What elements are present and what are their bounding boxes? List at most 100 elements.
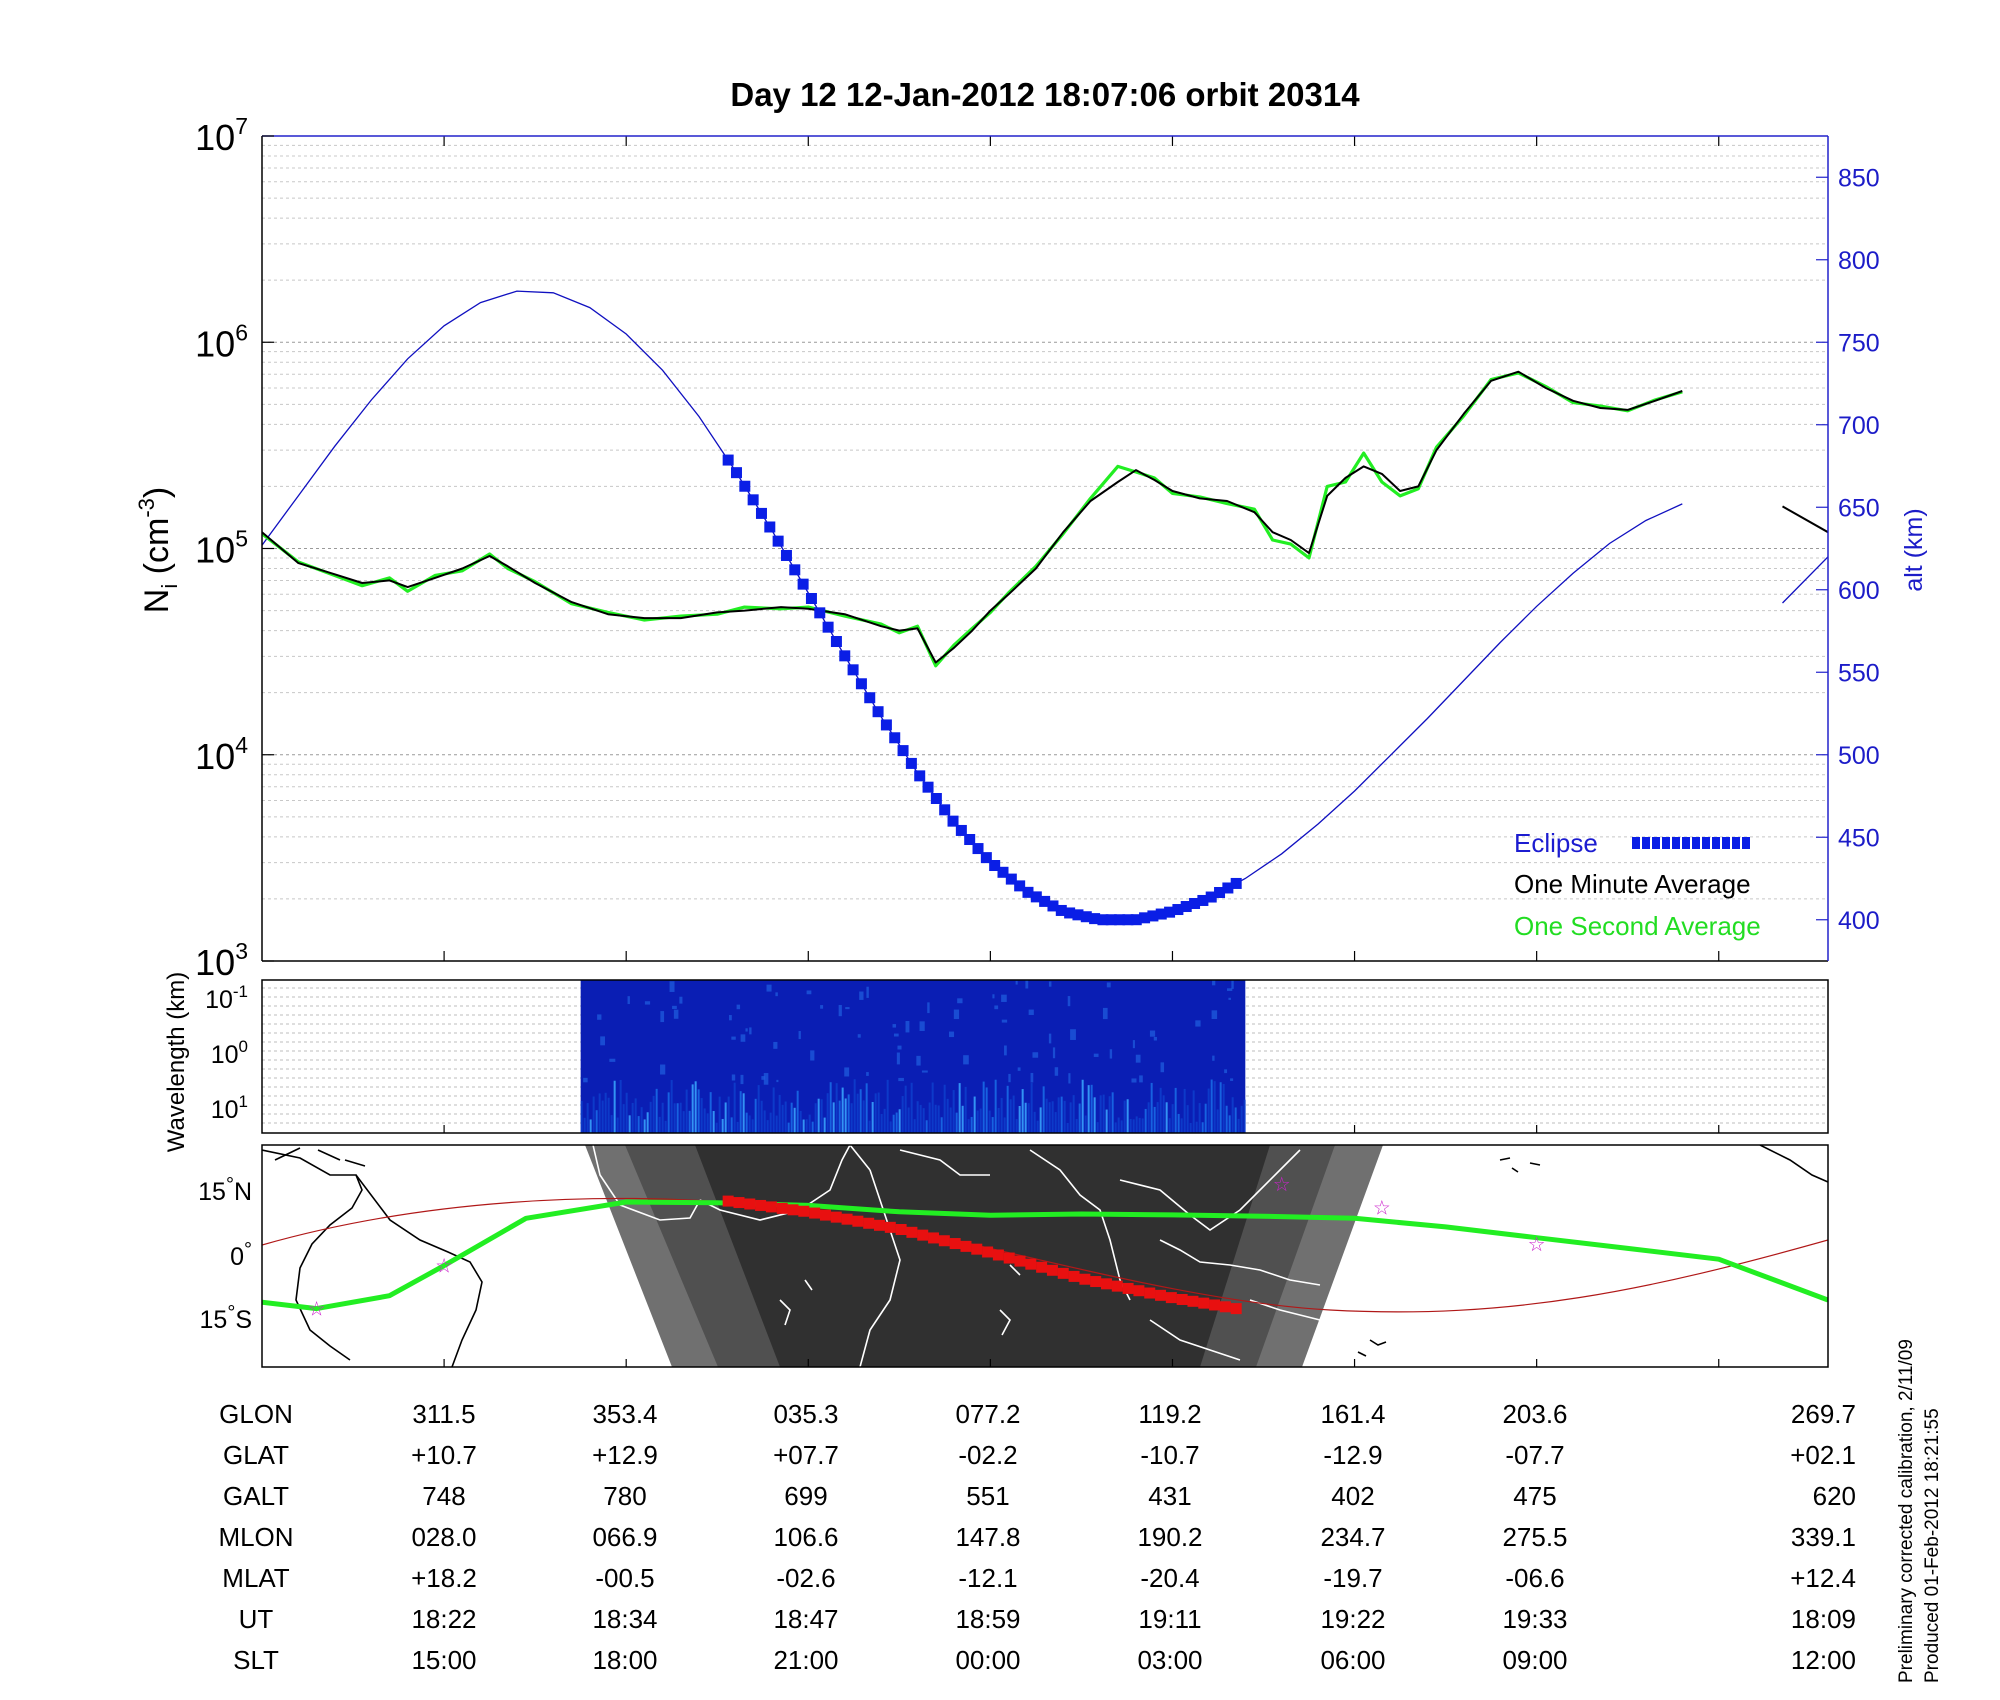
map-frame [261, 1144, 1829, 1368]
spectrogram-speck [1132, 1040, 1135, 1049]
spectrogram-speck [1106, 982, 1111, 988]
spectrogram-speck [660, 1011, 665, 1023]
spectrogram-speck [1004, 1045, 1007, 1056]
spectrogram-streak [664, 1120, 667, 1133]
eclipse-marker [1039, 895, 1051, 907]
spectrogram-streak [1012, 1095, 1015, 1133]
eclipse-marker [939, 804, 951, 816]
coastline [274, 1147, 366, 1167]
eclipse-track-marker [938, 1235, 950, 1247]
spectrogram-y-tick-label: 101 [211, 1092, 248, 1124]
spectrogram-streak [1147, 1102, 1150, 1133]
spectrogram-streak [1222, 1083, 1225, 1133]
coastline-night [859, 1169, 901, 1367]
spectrogram-streak [985, 1087, 988, 1133]
spectrogram-speck [1131, 1078, 1137, 1083]
spectrogram-streak [712, 1110, 715, 1133]
spectrogram-streak [1039, 1107, 1042, 1133]
table-cell: -00.5 [595, 1563, 654, 1593]
eclipse-track-marker [809, 1207, 821, 1219]
eclipse-marker [1147, 910, 1159, 922]
spectrogram-speck [1160, 1062, 1165, 1073]
eclipse-track-marker [1100, 1278, 1112, 1290]
star-marker: ☆ [1273, 1174, 1291, 1196]
eclipse-marker [980, 852, 992, 864]
table-cell: 275.5 [1502, 1522, 1567, 1552]
spectrogram-speck [673, 1009, 679, 1019]
spectrogram-y-tick-label: 10-1 [205, 982, 248, 1014]
spectrogram-streak [1237, 1118, 1240, 1133]
spectrogram-streak [670, 1080, 673, 1133]
spectrogram-speck [1228, 997, 1231, 1000]
spectrogram-streak [697, 1089, 700, 1133]
spectrogram-streak [1069, 1102, 1072, 1133]
table-cell: -10.7 [1140, 1440, 1199, 1470]
y-tick-exp: 7 [235, 113, 248, 139]
spectrogram-tick-base: 10 [211, 1096, 239, 1124]
eclipse-marker [1097, 914, 1109, 926]
eclipse-layer [722, 454, 1242, 926]
ylabel-unit-pre: (cm [138, 518, 176, 575]
y-tick-label: 107 [195, 113, 248, 158]
spectrogram-streak [1045, 1098, 1048, 1133]
eclipse-track-marker [798, 1205, 810, 1217]
table-cell: +10.7 [411, 1440, 477, 1470]
map-tick-degree: ° [227, 1302, 235, 1324]
spectrogram-streak [715, 1122, 718, 1133]
star-marker: ☆ [435, 1256, 453, 1278]
spectrogram-y-tick-label: 100 [211, 1037, 248, 1069]
table-cell: +12.9 [592, 1440, 658, 1470]
spectrogram-streak [1219, 1082, 1222, 1133]
spectrogram-speck [953, 1009, 960, 1020]
eclipse-marker [1205, 891, 1217, 903]
eclipse-marker [814, 607, 826, 619]
table-row-label: GLON [219, 1399, 293, 1429]
y2-tick-label: 850 [1838, 164, 1880, 192]
legend-eclipse-marker [1672, 837, 1680, 849]
eclipse-marker [1072, 909, 1084, 921]
spectrogram-streak [814, 1103, 817, 1133]
spectrogram-speck [810, 1050, 815, 1061]
spectrogram-streak [730, 1117, 733, 1133]
spectrogram-streak [964, 1086, 967, 1133]
spectrogram-streak [937, 1105, 940, 1133]
eclipse-track-marker [906, 1226, 918, 1238]
table-row-label: GALT [223, 1481, 289, 1511]
table-cell: 06:00 [1320, 1645, 1385, 1675]
eclipse-marker [739, 480, 751, 492]
spectrogram-tick-exp: 1 [239, 1092, 248, 1111]
spectrogram-streak [961, 1105, 964, 1133]
spectrogram-streak [979, 1108, 982, 1133]
eclipse-marker [789, 564, 801, 576]
spectrogram-streak [1207, 1088, 1210, 1133]
table-cell: -12.1 [958, 1563, 1017, 1593]
spectrogram-streak [682, 1111, 685, 1133]
ground-track [262, 1199, 1828, 1312]
spectrogram-streak [616, 1117, 619, 1133]
spectrogram-streak [586, 1103, 589, 1133]
spectrogram-speck [1224, 1069, 1228, 1074]
eclipse-marker [964, 834, 976, 846]
density-y-axis-label: Ni (cm-3) [134, 487, 182, 613]
table-row-label: MLAT [222, 1563, 290, 1593]
eclipse-marker [1214, 887, 1226, 899]
eclipse-track-marker [1165, 1292, 1177, 1304]
table-cell: 431 [1148, 1481, 1191, 1511]
spectrogram-speck [1226, 988, 1233, 991]
spectrogram-streak [796, 1090, 799, 1133]
spectrogram-speck [749, 1027, 752, 1035]
spectrogram-speck [957, 998, 963, 1004]
eclipse-marker [822, 621, 834, 633]
spectrogram-speck [1109, 1049, 1113, 1059]
spectrogram-streak [619, 1079, 622, 1133]
spectrogram-streak [1204, 1103, 1207, 1133]
spectrogram-streak [1084, 1115, 1087, 1133]
y-tick-exp: 4 [235, 732, 248, 758]
eclipse-track-marker [1036, 1261, 1048, 1273]
table-cell: 234.7 [1320, 1522, 1385, 1552]
spectrogram-streak [1006, 1085, 1009, 1133]
eclipse-marker [780, 549, 792, 561]
table-cell: 18:47 [773, 1604, 838, 1634]
ylabel-n: N [138, 589, 176, 614]
